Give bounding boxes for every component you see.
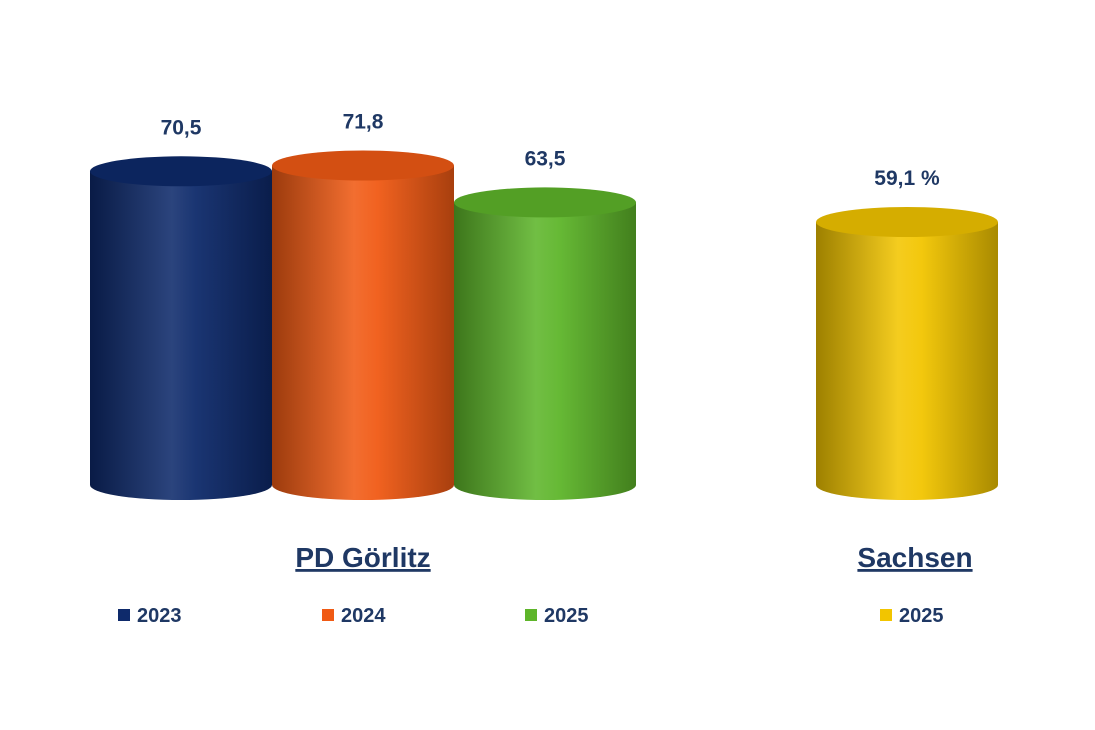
bar-body — [816, 222, 998, 500]
bar-sachsen-2025 — [816, 207, 998, 500]
legend-swatch — [525, 609, 537, 621]
bar-top — [816, 207, 998, 238]
bar-body — [454, 202, 636, 501]
legend-label: 2024 — [341, 605, 386, 627]
bar-top — [454, 187, 636, 218]
bar-pd-g-rlitz-2023 — [90, 156, 272, 500]
bar-body — [272, 165, 454, 501]
value-label: 71,8 — [343, 110, 384, 133]
value-label: 59,1 % — [874, 167, 940, 190]
group-label: PD Görlitz — [295, 542, 430, 573]
legend-item: 2025 — [880, 605, 944, 627]
legend-label: 2023 — [137, 605, 182, 627]
bar-top — [272, 150, 454, 181]
legend-item: 2024 — [322, 605, 386, 627]
bar-pd-g-rlitz-2025 — [454, 187, 636, 501]
bar-top — [90, 156, 272, 187]
legend-item: 2025 — [525, 605, 589, 627]
legend-item: 2023 — [118, 605, 182, 627]
legend-swatch — [880, 609, 892, 621]
legend-label: 2025 — [544, 605, 589, 627]
group-label: Sachsen — [857, 542, 972, 573]
legend-label: 2025 — [899, 605, 944, 627]
bar-body — [90, 171, 272, 500]
legend-swatch — [118, 609, 130, 621]
legend-swatch — [322, 609, 334, 621]
bars-layer — [90, 150, 998, 501]
value-label: 63,5 — [525, 147, 566, 170]
value-label: 70,5 — [161, 116, 202, 139]
labels-layer: 70,5 71,8 63,5 PD Görlitz 59,1 % Sachsen — [161, 110, 973, 573]
bar-pd-g-rlitz-2024 — [272, 150, 454, 501]
legend-layer: 2023 2024 2025 2025 — [118, 605, 944, 627]
